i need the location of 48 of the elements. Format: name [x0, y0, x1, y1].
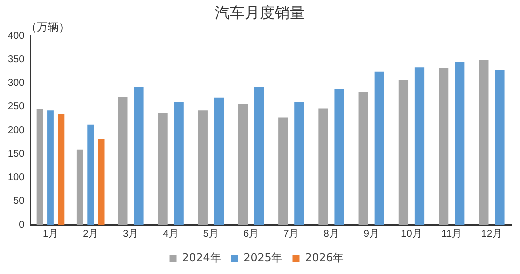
- bar: [495, 70, 505, 225]
- y-tick-label: 50: [14, 196, 26, 208]
- bar: [158, 113, 168, 225]
- bar: [134, 87, 144, 225]
- y-tick-label: 150: [8, 148, 26, 160]
- x-tick-label: 12月: [481, 228, 503, 240]
- bar: [358, 92, 368, 225]
- bar: [439, 68, 449, 225]
- y-tick-label: 200: [8, 125, 26, 136]
- x-tick-label: 5月: [203, 228, 219, 240]
- x-tick-label: 8月: [324, 228, 340, 240]
- bar: [398, 80, 409, 225]
- x-tick-label: 2月: [83, 228, 99, 240]
- chart-title: 汽车月度销量: [215, 4, 305, 22]
- bar: [118, 97, 128, 225]
- x-tick-label: 4月: [163, 228, 179, 240]
- legend-label: 2026年: [305, 251, 344, 264]
- legend-label: 2025年: [244, 251, 283, 264]
- y-tick-label: 400: [8, 30, 26, 42]
- bar: [238, 104, 248, 225]
- bar: [294, 102, 304, 225]
- x-tick-label: 11月: [442, 228, 462, 240]
- legend-label: 2024年: [182, 251, 222, 264]
- x-tick-label: 7月: [284, 228, 300, 240]
- x-tick-label: 9月: [364, 228, 380, 240]
- bar: [479, 60, 489, 225]
- y-tick-label: 250: [8, 102, 26, 113]
- bar: [414, 68, 425, 225]
- bar: [334, 89, 344, 225]
- bar: [318, 108, 328, 225]
- x-tick-label: 1月: [42, 228, 59, 240]
- x-tick-label: 3月: [123, 228, 139, 240]
- bar: [278, 118, 288, 225]
- y-tick-label: 0: [19, 220, 26, 231]
- bar: [455, 62, 465, 225]
- y-tick-label: 300: [8, 78, 26, 89]
- y-tick-label: 350: [8, 54, 26, 66]
- bar: [58, 114, 65, 225]
- bar: [214, 98, 224, 225]
- bar: [98, 139, 105, 225]
- y-tick-label: 100: [8, 172, 26, 184]
- bar: [374, 72, 384, 225]
- x-tick-label: 6月: [244, 228, 260, 240]
- bar: [198, 110, 208, 225]
- bar: [254, 88, 264, 225]
- y-axis-title: （万辆）: [26, 20, 70, 35]
- x-tick-label: 10月: [401, 228, 422, 240]
- bar: [174, 102, 184, 225]
